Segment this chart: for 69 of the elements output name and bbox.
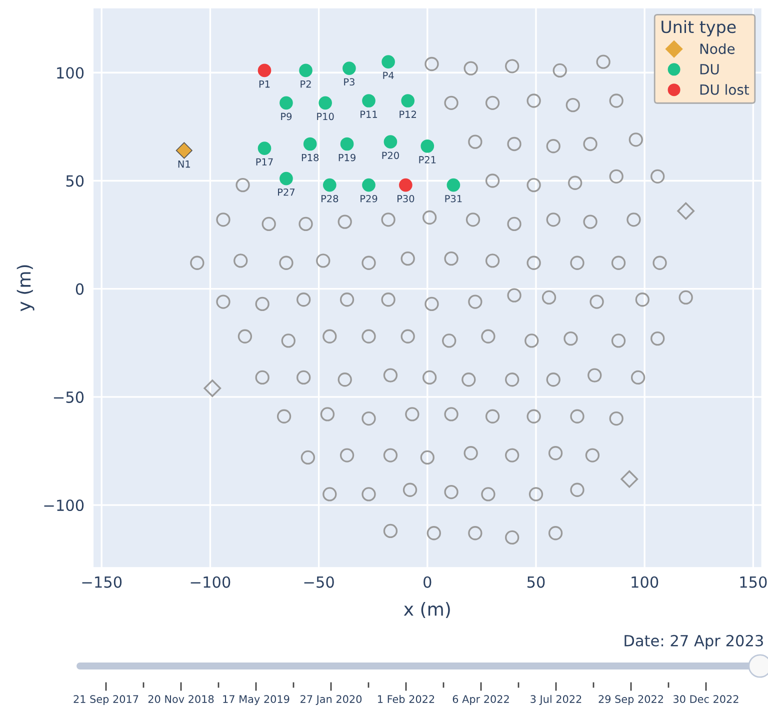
point — [446, 178, 460, 192]
y-tick-label: 100 — [57, 67, 84, 79]
y-tick-label: −50 — [54, 391, 84, 403]
data-label: P30 — [398, 194, 414, 202]
text: 6 Apr 2022 — [452, 695, 509, 706]
point — [299, 64, 312, 78]
data-label: P28 — [321, 194, 338, 202]
point — [677, 202, 695, 220]
data-label: P21 — [419, 156, 436, 164]
point — [420, 139, 434, 153]
point — [258, 64, 272, 78]
x-tick-label: 150 — [740, 576, 767, 588]
data-label: P27 — [278, 188, 295, 196]
data-label: P9 — [281, 112, 292, 120]
y-tick-label: −100 — [44, 499, 84, 512]
x-tick-label: 50 — [527, 576, 545, 588]
x-axis-title: x (m) — [404, 602, 450, 618]
data-label: P18 — [302, 154, 319, 162]
text: 1 Feb 2022 — [378, 694, 434, 704]
data-label: P10 — [317, 112, 334, 120]
point — [362, 94, 376, 108]
text: Date: 27 Apr 2023 — [624, 634, 763, 650]
data-label: P2 — [300, 80, 311, 88]
text: 29 Sep 2022 — [598, 695, 663, 706]
point — [303, 137, 317, 151]
data-label: P4 — [383, 72, 394, 79]
y-tick-label: 0 — [76, 283, 84, 295]
data-label: P31 — [445, 194, 462, 202]
text: 27 Jan 2020 — [300, 695, 362, 705]
point — [204, 380, 222, 397]
text: 21 Sep 2017 — [74, 695, 138, 706]
point — [280, 96, 293, 110]
data-label: P29 — [360, 194, 378, 202]
y-tick-label: 50 — [66, 175, 84, 187]
x-tick-label: 100 — [632, 576, 658, 588]
data-label: N1 — [178, 160, 190, 168]
point — [399, 178, 412, 192]
point — [342, 62, 356, 75]
x-tick-label: 0 — [424, 576, 432, 588]
point — [176, 142, 192, 159]
legend-label: DU lost — [700, 84, 750, 95]
point — [280, 172, 293, 186]
legend-label: Node — [700, 43, 735, 54]
data-label: P17 — [256, 158, 273, 166]
point — [401, 94, 415, 108]
x-tick-label: −150 — [82, 576, 122, 588]
data-label: P20 — [382, 152, 399, 160]
point — [620, 470, 638, 488]
data-label: P1 — [259, 80, 270, 88]
text: 3 Jul 2022 — [530, 694, 582, 705]
point — [258, 142, 272, 155]
point — [318, 96, 332, 110]
x-tick-label: −100 — [190, 576, 230, 588]
point — [384, 135, 398, 148]
legend-title: Unit type — [662, 20, 736, 36]
legend-label: DU — [700, 64, 719, 74]
text: 20 Nov 2018 — [148, 695, 214, 704]
x-tick-label: −50 — [304, 576, 334, 588]
text: 17 May 2019 — [223, 695, 290, 706]
data-label: P19 — [338, 154, 356, 162]
data-label: P3 — [344, 78, 354, 86]
point — [322, 178, 336, 192]
point — [340, 137, 354, 151]
point — [382, 55, 395, 68]
text: 30 Dec 2022 — [674, 695, 738, 704]
point — [362, 178, 376, 192]
data-label: P11 — [360, 110, 377, 118]
y-axis-title: y (m) — [16, 265, 34, 312]
data-label: P12 — [400, 110, 416, 118]
